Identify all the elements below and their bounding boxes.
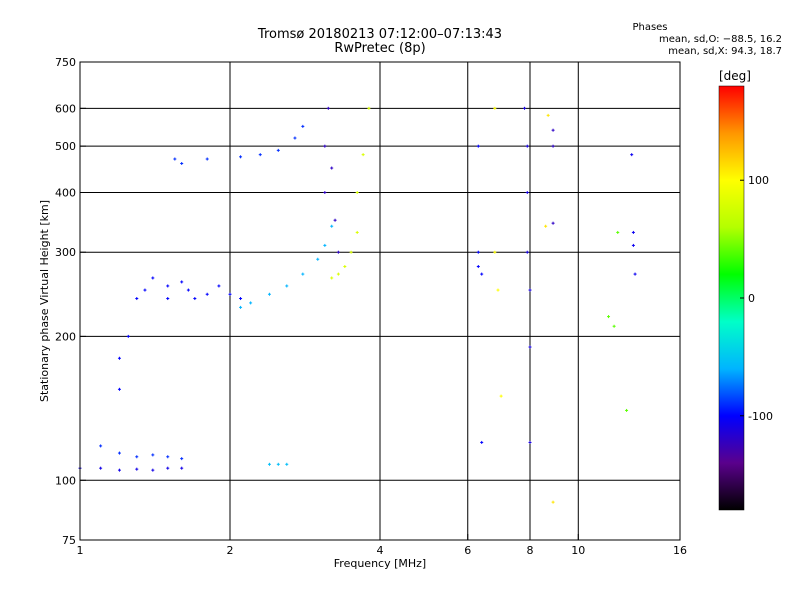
y-tick-label: 500 <box>55 140 76 153</box>
x-tick-label: 6 <box>464 544 471 557</box>
x-tick-label: 2 <box>227 544 234 557</box>
points-layer <box>78 106 637 504</box>
y-tick-label: 400 <box>55 186 76 199</box>
y-tick-label: 200 <box>55 330 76 343</box>
chart-title: Tromsø 20180213 07:12:00–07:13:43 <box>257 27 502 42</box>
colorbar <box>718 85 745 511</box>
x-tick-label: 16 <box>673 544 687 557</box>
x-tick-label: 8 <box>527 544 534 557</box>
y-tick-label: 600 <box>55 102 76 115</box>
phases-stats-o: mean, sd,O: −88.5, 16.2 <box>659 34 782 45</box>
x-axis-label: Frequency [MHz] <box>334 557 426 570</box>
y-axis-ticks: 75 100 200 300 400 500 600 750 <box>55 56 86 547</box>
colorbar-tick-label: -100 <box>748 410 773 423</box>
colorbar-ticks: 100 0 -100 <box>740 174 773 423</box>
phases-stats-title: Phases <box>632 22 667 33</box>
colorbar-tick-label: 100 <box>748 174 769 187</box>
x-tick-label: 10 <box>571 544 585 557</box>
x-axis-ticks: 1 2 4 6 8 10 16 <box>77 534 687 557</box>
y-axis-label: Stationary phase Virtual Height [km] <box>38 200 51 402</box>
colorbar-tick-label: 0 <box>748 292 755 305</box>
chart-subtitle: RwPretec (8p) <box>334 41 425 56</box>
grid-layer <box>80 62 680 540</box>
y-tick-label: 75 <box>62 534 76 547</box>
phases-stats-x: mean, sd,X: 94.3, 18.7 <box>668 46 782 57</box>
x-tick-label: 1 <box>77 544 84 557</box>
colorbar-label: [deg] <box>719 69 751 83</box>
y-tick-label: 100 <box>55 474 76 487</box>
y-tick-label: 750 <box>55 56 76 69</box>
y-tick-label: 300 <box>55 246 76 259</box>
x-tick-label: 4 <box>377 544 384 557</box>
